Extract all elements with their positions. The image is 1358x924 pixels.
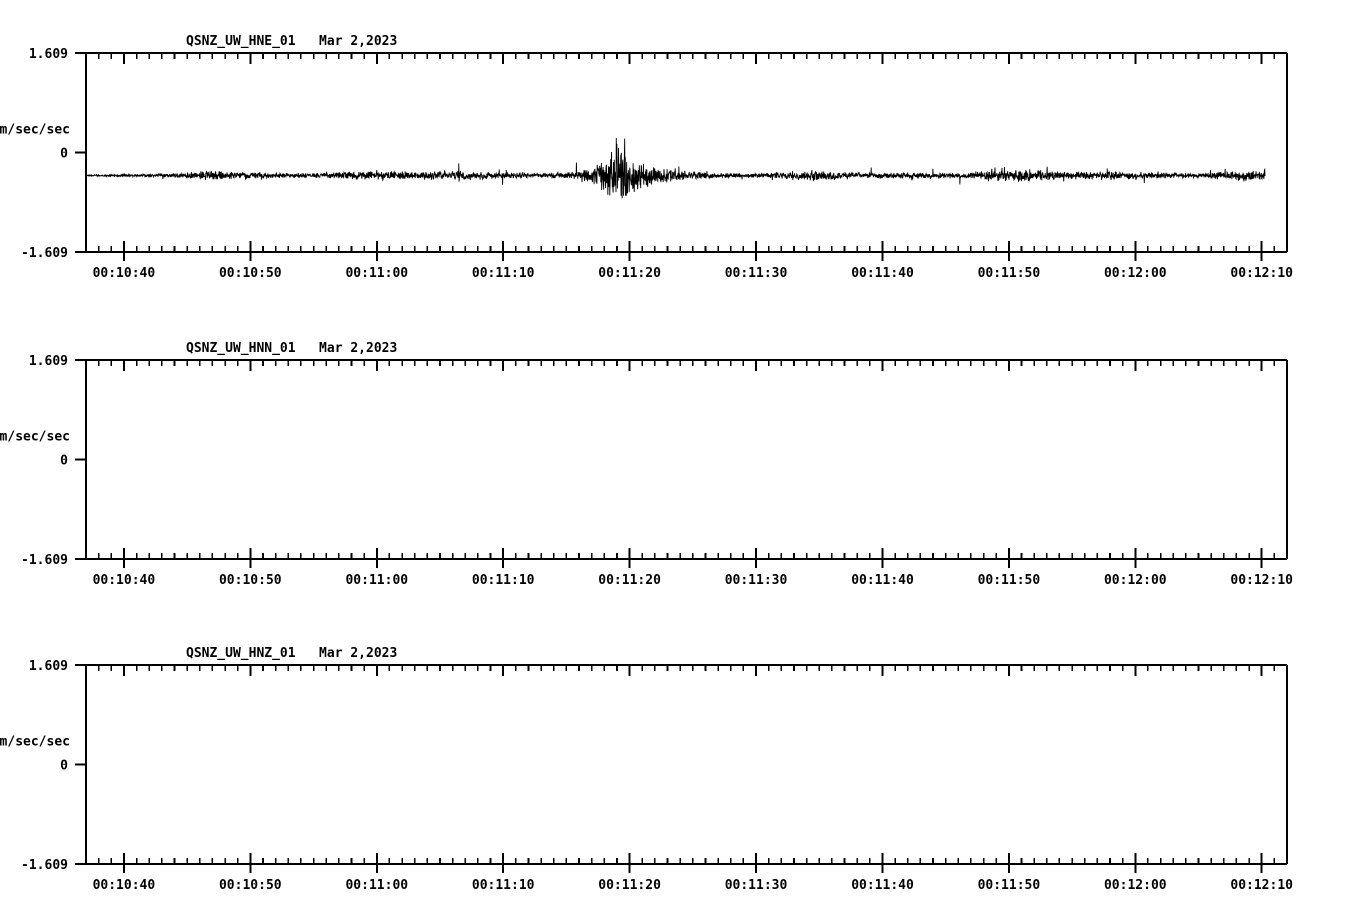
x-axis-tick-label: 00:10:40	[93, 266, 156, 281]
y-axis-min-label: -1.609	[21, 553, 68, 568]
x-axis-tick-label: 00:11:10	[472, 266, 535, 281]
panel-title: QSNZ_UW_HNN_01 Mar 2,2023	[186, 341, 397, 356]
x-axis-tick-label: 00:11:40	[851, 266, 914, 281]
y-axis-zero-label: 0	[60, 454, 68, 469]
panel-hnz: QSNZ_UW_HNZ_01 Mar 2,2023 1.609 0 -1.609 cm/…	[0, 635, 1358, 902]
x-axis-tick-label: 00:12:10	[1230, 573, 1293, 588]
x-axis-tick-label: 00:12:10	[1230, 266, 1293, 281]
x-axis-tick-label: 00:11:10	[472, 573, 535, 588]
y-axis-unit-label: cm/sec/sec	[0, 735, 70, 750]
panel-hne: QSNZ_UW_HNE_01 Mar 2,2023 1.609 0 -1.609 cm/…	[0, 23, 1358, 290]
x-axis-tick-label: 00:10:50	[219, 878, 282, 893]
x-axis-tick-label: 00:11:00	[345, 878, 408, 893]
y-axis-max-label: 1.609	[29, 354, 68, 369]
x-axis-tick-label: 00:12:00	[1104, 573, 1167, 588]
x-axis-tick-label: 00:11:50	[978, 573, 1041, 588]
x-axis-tick-label: 00:11:30	[725, 266, 788, 281]
y-axis-unit-label: cm/sec/sec	[0, 123, 70, 138]
plot-frame	[85, 52, 1288, 253]
y-axis-max-label: 1.609	[29, 47, 68, 62]
x-axis-tick-label: 00:11:00	[345, 573, 408, 588]
x-axis-ticks	[85, 53, 1288, 261]
x-axis-tick-label: 00:12:00	[1104, 266, 1167, 281]
x-axis-tick-label: 00:11:20	[598, 573, 661, 588]
x-axis-tick-label: 00:11:30	[725, 878, 788, 893]
panel-hnn: QSNZ_UW_HNN_01 Mar 2,2023 1.609 0 -1.609 cm/…	[0, 330, 1358, 597]
y-axis-unit-label: cm/sec/sec	[0, 430, 70, 445]
x-axis-tick-label: 00:11:50	[978, 878, 1041, 893]
y-axis-zero-label: 0	[60, 759, 68, 774]
x-axis-tick-label: 00:10:40	[93, 878, 156, 893]
x-axis-tick-labels: 00:10:40 00:10:50 00:11:00 00:11:10 00:11:20…	[93, 266, 1294, 281]
x-axis-tick-label: 00:11:50	[978, 266, 1041, 281]
y-axis-ticks	[75, 52, 86, 253]
x-axis-tick-label: 00:11:30	[725, 573, 788, 588]
plot-frame	[85, 359, 1288, 560]
y-axis-ticks	[75, 664, 86, 865]
y-axis-max-label: 1.609	[29, 659, 68, 674]
x-axis-tick-labels: 00:10:40 00:10:50 00:11:00 00:11:10 00:11:20…	[93, 573, 1294, 588]
y-axis-zero-label: 0	[60, 147, 68, 162]
x-axis-ticks	[85, 360, 1288, 568]
x-axis-tick-label: 00:11:10	[472, 878, 535, 893]
x-axis-tick-label: 00:10:50	[219, 266, 282, 281]
x-axis-tick-label: 00:11:00	[345, 266, 408, 281]
y-axis-ticks	[75, 359, 86, 560]
x-axis-ticks	[85, 665, 1288, 873]
x-axis-tick-label: 00:11:40	[851, 878, 914, 893]
y-axis-min-label: -1.609	[21, 246, 68, 261]
x-axis-tick-label: 00:11:20	[598, 878, 661, 893]
panel-title: QSNZ_UW_HNZ_01 Mar 2,2023	[186, 646, 397, 661]
x-axis-tick-label: 00:10:40	[93, 573, 156, 588]
x-axis-tick-labels: 00:10:40 00:10:50 00:11:00 00:11:10 00:11:20…	[93, 878, 1294, 893]
x-axis-tick-label: 00:11:40	[851, 573, 914, 588]
panel-title: QSNZ_UW_HNE_01 Mar 2,2023	[186, 34, 397, 49]
y-axis-min-label: -1.609	[21, 858, 68, 873]
x-axis-tick-label: 00:10:50	[219, 573, 282, 588]
x-axis-tick-label: 00:12:00	[1104, 878, 1167, 893]
plot-frame	[85, 664, 1288, 865]
waveform-trace	[85, 138, 1266, 199]
x-axis-tick-label: 00:12:10	[1230, 878, 1293, 893]
x-axis-tick-label: 00:11:20	[598, 266, 661, 281]
